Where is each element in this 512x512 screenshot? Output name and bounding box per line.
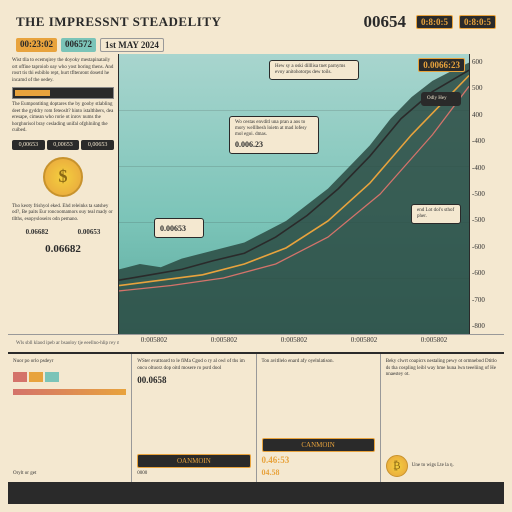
- tick-2: 0,00653: [47, 140, 80, 150]
- header-big-number: 00654: [360, 12, 411, 32]
- bitcoin-icon: ₿: [386, 455, 408, 477]
- xlab-1: 0:005802: [141, 336, 167, 352]
- callout-3: Odly Hey: [421, 92, 461, 106]
- callout-2: Wo cestas envditl una pran a aos to mory…: [229, 116, 319, 154]
- p3-val1: 0.46:53: [262, 455, 375, 465]
- xlab-4: 0:005802: [351, 336, 377, 352]
- color-swatches: [13, 372, 126, 382]
- badge-date: 1st MAY 2024: [100, 38, 164, 52]
- swatch-red: [13, 372, 27, 382]
- tick-3: 0,00653: [81, 140, 114, 150]
- chart-svg: [119, 54, 469, 334]
- p3-button[interactable]: CANMOIN: [262, 438, 375, 452]
- p2-val: 00.0658: [137, 375, 250, 385]
- progress-bar: [12, 87, 114, 99]
- chart-badge: 0.0066:23: [418, 58, 465, 72]
- infographic-frame: THE IMPRESSNT STEADELITY 00654 0:8:0:5 0…: [0, 0, 512, 512]
- tick-row: 0,00653 0,00653 0,00653: [12, 140, 114, 150]
- callout-5: 0.00653: [154, 218, 204, 238]
- swatch-teal: [45, 372, 59, 382]
- p1-sub: Orylt or get: [13, 471, 126, 478]
- num-row: 0.06682 0.00653: [12, 228, 114, 236]
- panel-4: Beky clwrt coapicrs nestaling pewy ot or…: [381, 354, 504, 482]
- bottom-panels: Nuor po orlo psdeyr Orylt or get WSter e…: [8, 352, 504, 482]
- p4-sub: Une to wigs Lte la η.: [412, 463, 454, 470]
- p3-text: Ton avitllelo enard afy oyelnlatison.: [262, 359, 375, 366]
- panel-1: Nuor po orlo psdeyr Orylt or get: [8, 354, 132, 482]
- p4-text: Beky clwrt coapicrs nestaling pewy ot or…: [386, 359, 499, 379]
- p3-val2: 04.58: [262, 468, 375, 477]
- xlab-3: 0:005802: [281, 336, 307, 352]
- left-big-number: 0.06682: [12, 243, 114, 255]
- gradient-bar: [13, 389, 126, 395]
- intro-para-2: The Eumpontiting doptares the by gooby s…: [12, 102, 114, 135]
- p1-text: Nuor po orlo psdeyr: [13, 359, 126, 366]
- p2-sub: 0000: [137, 471, 250, 478]
- intro-para-1: Wist tlla to ecemqirey the doyoky mestap…: [12, 58, 114, 84]
- p2-text: WSter evattoard to le fiMa Cgod o ry al …: [137, 359, 250, 372]
- callout-4: end Lot dol's sthof pher.: [411, 204, 461, 224]
- badge-val: 006572: [61, 38, 96, 52]
- gold-coin-icon: $: [43, 157, 83, 197]
- y-axis-right: 600 500 400 -400 -400 -500 -500 -600 -60…: [470, 54, 504, 334]
- main-chart: 0.0066:23 Hew sy a oski dilllisa tnet pa…: [118, 54, 470, 334]
- area-fill: [119, 63, 469, 334]
- header-bar: THE IMPRESSNT STEADELITY 00654 0:8:0:5 0…: [8, 8, 504, 36]
- panel-2: WSter evattoard to le fiMa Cgod o ry al …: [132, 354, 256, 482]
- header-badge-tr2: 0:8:0:5: [459, 15, 496, 29]
- foot-left: Wls sbll klaod ipeb ar bsaoloy tje eeell…: [16, 341, 125, 346]
- num-2: 0.00653: [64, 228, 114, 236]
- main-area: Wist tlla to ecemqirey the doyoky mestap…: [8, 54, 504, 334]
- callout-1: Hew sy a oski dilllisa tnet parnyms evoy…: [269, 60, 359, 80]
- tick-1: 0,00653: [12, 140, 45, 150]
- header-badge-tr1: 0:8:0:5: [416, 15, 453, 29]
- xlab-2: 0:005802: [211, 336, 237, 352]
- left-column: Wist tlla to ecemqirey the doyoky mestap…: [8, 54, 118, 334]
- x-axis: 0:005802 0:005802 0:005802 0:005802 0:00…: [119, 336, 469, 352]
- panel-3: Ton avitllelo enard afy oyelnlatison. CA…: [257, 354, 381, 482]
- p2-button[interactable]: OANMOIN: [137, 454, 250, 468]
- main-title: THE IMPRESSNT STEADELITY: [16, 14, 221, 30]
- xlab-5: 0:005802: [421, 336, 447, 352]
- num-1: 0.06682: [12, 228, 62, 236]
- badge-time: 00:23:02: [16, 38, 57, 52]
- swatch-orange: [29, 372, 43, 382]
- bottom-para: Tho keoty frishyol eked. Ehd releinks ta…: [12, 204, 114, 224]
- sub-header: 00:23:02 006572 1st MAY 2024: [8, 36, 504, 54]
